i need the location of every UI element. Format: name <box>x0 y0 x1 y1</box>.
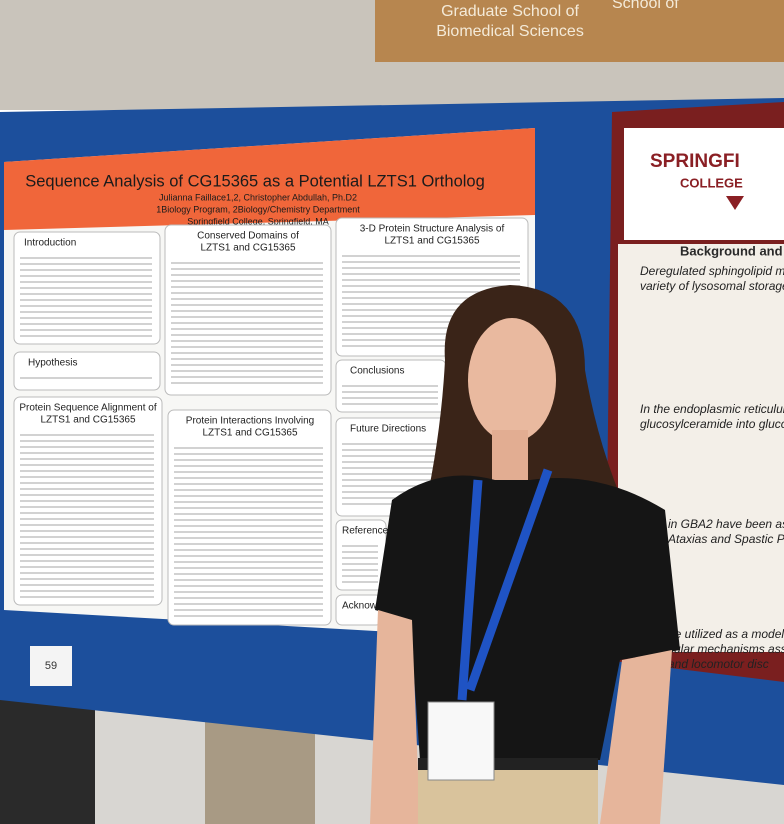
poster-title: Sequence Analysis of CG15365 as a Potent… <box>25 172 485 190</box>
section-heading: Protein Interactions Involving <box>186 416 314 427</box>
section-heading: Hypothesis <box>28 358 77 369</box>
poster-authors: Julianna Faillace1,2, Christopher Abdull… <box>159 192 357 202</box>
right-poster-text: cular mechanisms assoc <box>668 642 784 656</box>
right-section-heading: Background and Ra <box>680 243 784 258</box>
section-heading: LZTS1 and CG15365 <box>200 243 295 254</box>
logo-mark <box>726 196 744 210</box>
logo-text: SPRINGFI <box>650 151 740 172</box>
right-poster-text: variety of lysosomal storage <box>640 279 784 293</box>
section-heading: Introduction <box>24 238 76 249</box>
right-poster-text: be utilized as a model to <box>668 627 784 641</box>
right-poster-text: Ataxias and Spastic Pa <box>667 532 784 546</box>
section-heading: Protein Sequence Alignment of <box>19 403 157 414</box>
section-heading: Conserved Domains of <box>197 231 299 242</box>
poster-header <box>4 128 535 230</box>
section-heading: 3-D Protein Structure Analysis of <box>360 224 505 235</box>
number-card <box>30 646 72 686</box>
right-poster-text: in GBA2 have been assoc <box>668 517 784 531</box>
section-heading: LZTS1 and CG15365 <box>202 428 297 439</box>
face <box>468 318 556 442</box>
sign-text: School of <box>612 0 679 12</box>
neck <box>492 430 528 485</box>
section-heading: Future Directions <box>350 424 426 435</box>
right-poster-text: and locomotor disc <box>668 657 769 671</box>
wood-sign <box>375 0 784 62</box>
section-heading: LZTS1 and CG15365 <box>40 415 135 426</box>
lanyard <box>457 468 553 701</box>
poster-panel <box>167 409 332 626</box>
poster-institution: Springfield College, Springfield, MA <box>187 216 329 226</box>
sign-text: Graduate School of <box>441 3 579 20</box>
arm <box>370 610 420 824</box>
shirt <box>375 475 680 760</box>
section-heading: Acknow <box>342 601 378 612</box>
sign-text: Biomedical Sciences <box>436 23 584 40</box>
right-poster-text: Deregulated sphingolipid metab <box>640 264 784 278</box>
right-poster-text: In the endoplasmic reticulum, GBA2 <box>640 402 784 416</box>
poster-panel <box>13 351 161 391</box>
section-heading: LZTS1 and CG15365 <box>384 236 479 247</box>
arm <box>600 650 672 824</box>
section-heading: Conclusions <box>350 366 404 377</box>
board-number: 59 <box>45 660 57 672</box>
logo-panel <box>624 128 784 240</box>
badge <box>427 701 495 781</box>
right-poster-text: glucosylceramide into glucose and <box>640 417 784 431</box>
person <box>370 285 680 824</box>
section-heading: References <box>342 526 393 537</box>
logo-text: COLLEGE <box>680 175 743 190</box>
poster-affiliation: 1Biology Program, 2Biology/Chemistry Dep… <box>156 204 360 214</box>
right-poster-lines: Deregulated sphingolipid metabvariety of… <box>640 264 784 671</box>
